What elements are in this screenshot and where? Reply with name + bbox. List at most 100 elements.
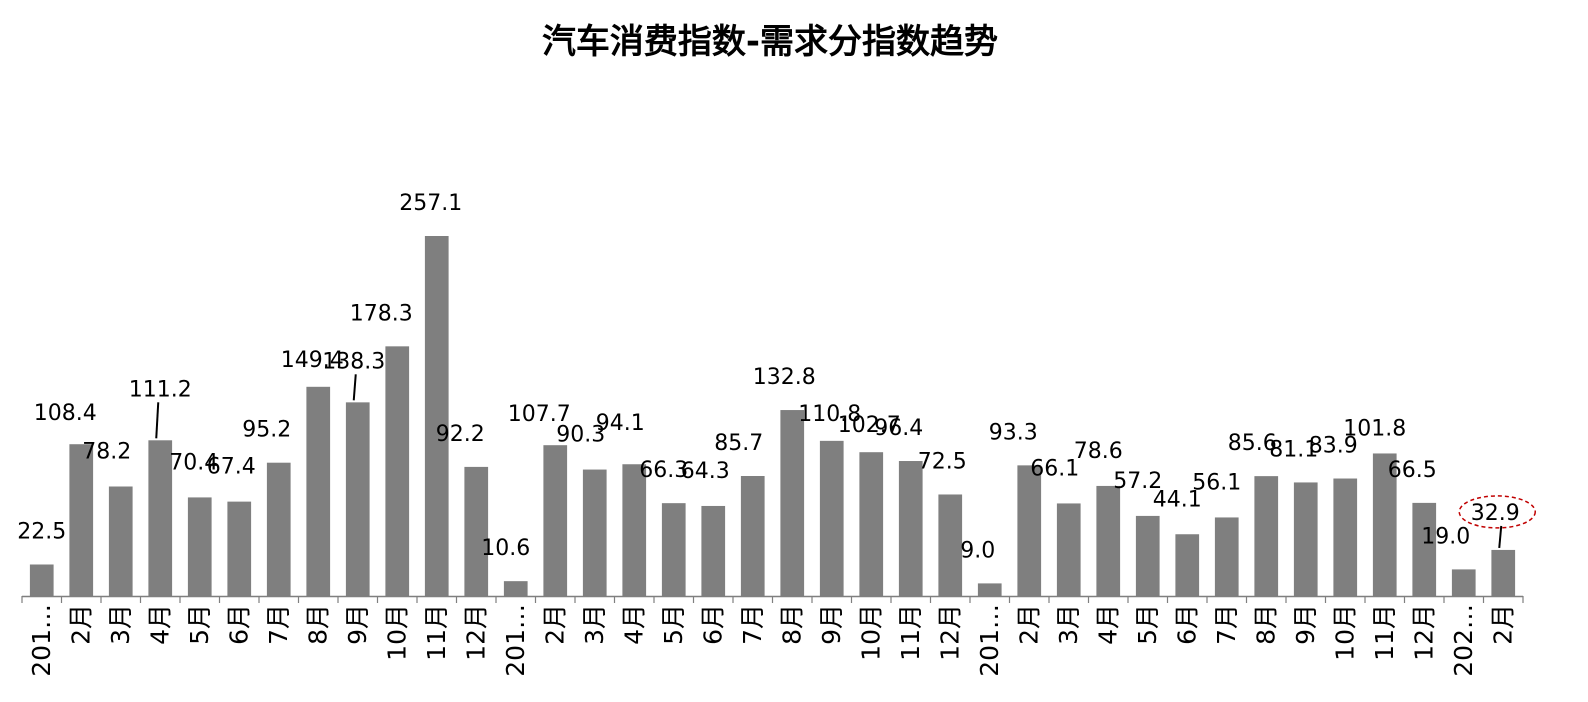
data-label: 138.3	[322, 349, 385, 374]
x-tick-label: 11月	[422, 604, 451, 661]
bar	[622, 464, 647, 596]
data-label: 101.8	[1343, 416, 1406, 441]
data-label: 94.1	[596, 411, 645, 436]
bar	[1175, 534, 1200, 596]
data-label: 96.4	[874, 416, 923, 441]
x-tick-label: 8月	[303, 604, 332, 645]
bar	[938, 494, 963, 596]
data-label: 19.0	[1421, 524, 1470, 549]
bar	[266, 462, 291, 596]
bar	[503, 581, 528, 596]
x-tick-label: 11月	[1370, 604, 1399, 661]
bar	[1135, 515, 1160, 596]
data-label: 149.4	[281, 348, 344, 373]
x-tick-label: 4月	[1093, 604, 1122, 645]
x-tick-label: 12月	[935, 604, 964, 661]
x-tick-label: 9月	[817, 604, 846, 645]
bar	[1412, 502, 1437, 596]
data-label: 56.1	[1192, 470, 1241, 495]
x-tick-label: 3月	[580, 604, 609, 645]
data-label: 67.4	[207, 455, 256, 480]
x-tick-label: 10月	[856, 604, 885, 661]
bar	[661, 503, 686, 596]
bar	[543, 445, 568, 596]
x-tick-label: 6月	[1172, 604, 1201, 645]
bar	[345, 402, 370, 596]
data-label: 70.4	[169, 450, 218, 475]
x-tick-label: 7月	[738, 604, 767, 645]
data-label: 64.3	[681, 459, 730, 484]
data-label: 32.9	[1471, 501, 1520, 526]
data-label: 110.8	[798, 402, 861, 427]
bar	[1096, 485, 1121, 596]
data-label: 78.2	[82, 440, 131, 465]
bar	[227, 501, 252, 596]
data-label: 44.1	[1153, 487, 1202, 512]
leader-line	[352, 374, 357, 401]
data-label: 57.2	[1113, 469, 1162, 494]
bar	[819, 440, 844, 596]
x-tick-label: 5月	[1133, 604, 1162, 645]
data-label: 83.9	[1309, 434, 1358, 459]
x-tick-label: 4月	[145, 604, 174, 645]
bar	[1017, 465, 1042, 596]
bar	[148, 440, 173, 596]
data-label: 72.5	[918, 449, 967, 474]
highlight-ellipse	[1458, 495, 1536, 529]
x-tick-labels-layer: 201… 2月 3月 4月 5月 6月 7月 8月 9月 10月 11月 12月 201… 2月 3月 4月 5…	[27, 604, 1518, 677]
x-tick-label: 7月	[1212, 604, 1241, 645]
bar	[1491, 549, 1516, 596]
x-tick-label: 12月	[1409, 604, 1438, 661]
data-label: 92.2	[436, 422, 485, 447]
bar	[1254, 476, 1279, 596]
x-tick-label: 9月	[1291, 604, 1320, 645]
x-axis	[21, 595, 1524, 603]
bar	[1293, 482, 1318, 596]
bar	[1214, 517, 1239, 596]
bar	[977, 583, 1002, 596]
x-tick-label: 202…	[1449, 604, 1478, 677]
bar	[187, 497, 212, 596]
bar	[464, 466, 489, 596]
bar	[1333, 478, 1358, 596]
chart-title: 汽车消费指数-需求分指数趋势	[541, 22, 999, 62]
data-label: 66.5	[1388, 458, 1437, 483]
bar	[780, 410, 805, 596]
bar	[29, 564, 54, 596]
x-tick-label: 6月	[698, 604, 727, 645]
data-label: 107.7	[508, 402, 571, 427]
data-label: 132.8	[753, 365, 816, 390]
x-tick-label: 201…	[27, 604, 56, 677]
bars-layer	[29, 236, 1516, 596]
x-tick-label: 10月	[1330, 604, 1359, 661]
x-tick-label: 7月	[264, 604, 293, 645]
x-tick-label: 5月	[659, 604, 688, 645]
data-label: 102.7	[838, 413, 901, 438]
data-label: 66.1	[1030, 456, 1079, 481]
x-tick-label: 12月	[461, 604, 490, 661]
x-tick-label: 2月	[1014, 604, 1043, 645]
data-label: 111.2	[129, 377, 192, 402]
x-tick-label: 4月	[619, 604, 648, 645]
bar	[701, 505, 726, 596]
x-tick-label: 10月	[382, 604, 411, 661]
x-tick-label: 5月	[185, 604, 214, 645]
x-tick-label: 3月	[106, 604, 135, 645]
bar	[898, 461, 923, 596]
data-label: 93.3	[989, 420, 1038, 445]
leader-line	[155, 402, 160, 439]
data-label: 178.3	[350, 301, 413, 326]
bar	[69, 444, 94, 596]
bar	[1372, 453, 1397, 596]
data-label: 108.4	[34, 401, 97, 426]
x-tick-label: 2月	[540, 604, 569, 645]
leader-line	[1498, 525, 1503, 549]
leader-lines-layer	[155, 374, 1503, 549]
data-label: 22.5	[17, 519, 66, 544]
x-tick-label: 6月	[224, 604, 253, 645]
x-tick-label: 11月	[896, 604, 925, 661]
bar	[859, 452, 884, 596]
data-label: 81.1	[1269, 437, 1318, 462]
data-labels-layer: 22.5 108.4 78.2 111.2 70.467.4 95.2 149.4138.3…	[17, 191, 1536, 563]
